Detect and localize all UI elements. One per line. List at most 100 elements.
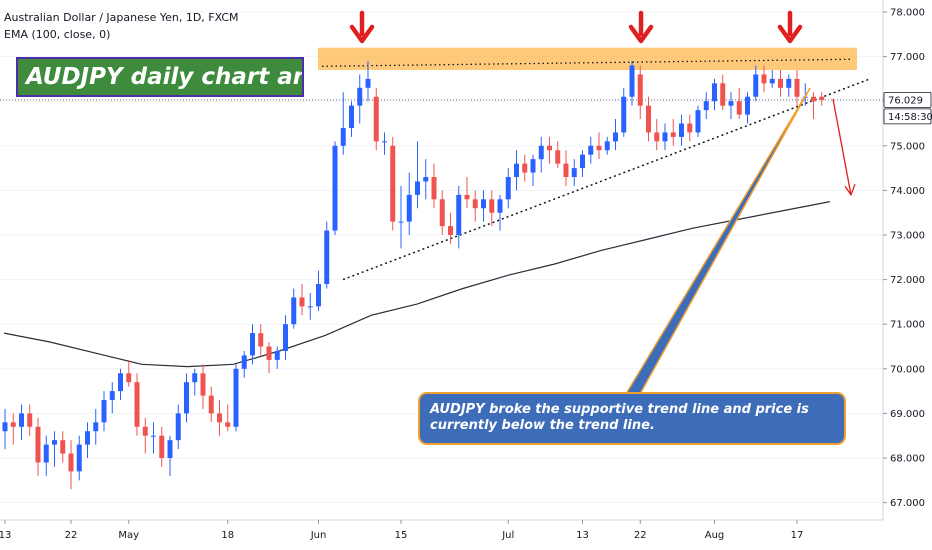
candle <box>761 65 767 93</box>
candle <box>167 435 173 476</box>
time-tick-label: 22 <box>65 530 78 541</box>
candle <box>68 440 74 490</box>
symbol-title: Australian Dollar / Japanese Yen, 1D, FX… <box>4 11 239 24</box>
countdown-label: 14:58:30 <box>888 112 932 123</box>
candle <box>712 78 717 111</box>
candle <box>745 92 750 124</box>
candle <box>819 92 825 106</box>
time-tick-label: 15 <box>395 530 408 541</box>
candle <box>241 350 247 378</box>
candle <box>448 212 453 244</box>
analysis-note: AUDJPY broke the supportive trend line a… <box>418 392 846 445</box>
candle <box>530 154 536 186</box>
candle <box>291 288 297 329</box>
price-tick-label: 72.000 <box>890 275 925 286</box>
candle <box>85 422 90 458</box>
candle <box>93 408 99 445</box>
candle <box>324 221 330 289</box>
candle <box>439 190 445 235</box>
candle <box>505 168 511 209</box>
time-tick-label: 22 <box>634 530 647 541</box>
candle <box>307 292 313 320</box>
candle <box>365 61 371 102</box>
candle <box>646 96 651 142</box>
candle <box>720 74 726 111</box>
time-tick-label: 17 <box>791 530 804 541</box>
arrow-layer <box>349 10 856 197</box>
candle <box>695 105 701 137</box>
candle <box>382 132 387 155</box>
candle <box>464 177 470 209</box>
price-tick-label: 67.000 <box>890 498 925 509</box>
candle <box>60 431 66 463</box>
candle <box>142 417 148 454</box>
time-tick-label: 13 <box>576 530 589 541</box>
candle <box>10 413 16 445</box>
candle <box>522 154 528 182</box>
candle-layer <box>2 61 825 490</box>
ema-line <box>3 201 831 368</box>
forecast-arrow-icon <box>832 98 856 197</box>
candle <box>52 431 57 467</box>
down-arrow-icon <box>628 10 654 44</box>
candle <box>571 159 577 186</box>
candle <box>151 422 156 454</box>
candle <box>547 136 552 164</box>
candle <box>349 101 354 137</box>
price-axis: 78.00077.00076.00075.00074.00073.00072.0… <box>883 8 925 509</box>
time-axis: 13 22 May 18 Jun 15 Jul 13 22 Aug 17 <box>0 520 803 541</box>
candle <box>472 190 478 222</box>
candle <box>2 408 8 450</box>
candle <box>703 92 709 120</box>
candle <box>208 386 214 423</box>
candle <box>192 368 198 396</box>
candle <box>274 346 280 369</box>
candle <box>679 114 684 146</box>
resistance-zone <box>318 47 857 70</box>
candle <box>637 65 643 120</box>
time-tick-label: 18 <box>221 530 234 541</box>
down-arrow-icon <box>777 10 803 44</box>
candle <box>613 119 618 151</box>
time-tick-label: Aug <box>705 530 725 541</box>
time-tick-label: Jul <box>501 530 514 541</box>
candle <box>456 185 462 249</box>
indicator-legend[interactable]: EMA (100, close, 0) <box>4 28 111 41</box>
price-tick-label: 73.000 <box>890 231 925 242</box>
candle <box>728 92 734 120</box>
candle <box>481 190 486 222</box>
candle <box>200 364 206 409</box>
analysis-title: AUDJPY daily chart analysis <box>16 57 304 97</box>
price-tick-label: 77.000 <box>890 52 925 63</box>
countdown-badge: 14:58:30 <box>883 108 932 125</box>
candle <box>497 194 503 231</box>
candle <box>233 364 239 432</box>
candle <box>159 426 165 467</box>
candle <box>415 141 420 209</box>
candle <box>250 324 255 365</box>
candle <box>184 373 189 423</box>
price-tick-label: 74.000 <box>890 186 925 197</box>
candle <box>687 114 693 142</box>
candle <box>811 92 816 120</box>
candle <box>654 119 660 151</box>
callout-pointer <box>624 87 811 395</box>
candle <box>431 163 437 209</box>
candle <box>794 69 800 106</box>
candle <box>332 141 338 235</box>
price-tick-label: 78.000 <box>890 8 925 19</box>
candle <box>134 373 140 436</box>
candle <box>283 315 288 360</box>
candle <box>340 92 346 155</box>
price-tick-label: 71.000 <box>890 320 925 331</box>
candle <box>35 417 41 476</box>
candle <box>753 65 759 102</box>
candle <box>588 136 594 164</box>
candle <box>109 382 115 414</box>
candle <box>604 136 610 155</box>
candle <box>629 61 635 106</box>
candle <box>778 69 783 97</box>
candle <box>423 159 429 200</box>
candle <box>217 400 222 436</box>
